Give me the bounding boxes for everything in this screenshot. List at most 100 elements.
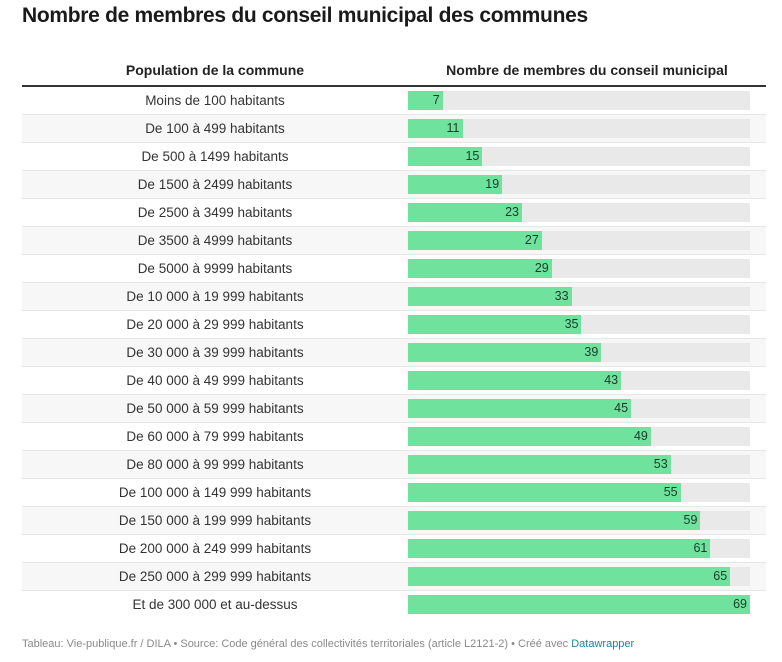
bar-track: 7 — [408, 91, 750, 110]
bar-cell: 43 — [408, 367, 766, 394]
bar-cell: 29 — [408, 255, 766, 282]
bar-cell: 11 — [408, 115, 766, 142]
bar-value-label: 15 — [465, 149, 480, 163]
bar: 27 — [408, 231, 542, 250]
bar-cell: 65 — [408, 563, 766, 590]
table-row: De 30 000 à 39 999 habitants 39 — [22, 339, 766, 367]
bar-track: 65 — [408, 567, 750, 586]
bar: 35 — [408, 315, 582, 334]
table-row: De 100 000 à 149 999 habitants 55 — [22, 479, 766, 507]
bar-cell: 55 — [408, 479, 766, 506]
table-row: De 200 000 à 249 999 habitants 61 — [22, 535, 766, 563]
category-label: De 2500 à 3499 habitants — [137, 205, 293, 220]
footer-credits: Tableau: Vie-publique.fr / DILA • Source… — [22, 638, 572, 650]
table-row: De 150 000 à 199 999 habitants 59 — [22, 507, 766, 535]
bar-value-label: 65 — [713, 569, 728, 583]
bar: 65 — [408, 567, 731, 586]
bar: 39 — [408, 343, 602, 362]
bar-cell: 61 — [408, 535, 766, 562]
bar-track: 23 — [408, 203, 750, 222]
bar: 23 — [408, 203, 522, 222]
bar-cell: 7 — [408, 87, 766, 114]
bar-cell: 45 — [408, 395, 766, 422]
table-row: Et de 300 000 et au-dessus 69 — [22, 591, 766, 618]
category-label: De 200 000 à 249 999 habitants — [118, 541, 312, 556]
table-row: De 500 à 1499 habitants 15 — [22, 143, 766, 171]
bar-cell: 27 — [408, 227, 766, 254]
bar: 15 — [408, 147, 483, 166]
table-row: De 2500 à 3499 habitants 23 — [22, 199, 766, 227]
bar-value-label: 35 — [564, 317, 579, 331]
bar-cell: 69 — [408, 591, 766, 618]
bar-track: 53 — [408, 455, 750, 474]
column-header-population[interactable]: Population de la commune — [125, 61, 305, 78]
bar-track: 27 — [408, 231, 750, 250]
bar-track: 19 — [408, 175, 750, 194]
bar-track: 59 — [408, 511, 750, 530]
category-label: De 150 000 à 199 999 habitants — [118, 513, 312, 528]
bar-value-label: 55 — [663, 485, 678, 499]
bar-value-label: 59 — [683, 513, 698, 527]
bar-track: 49 — [408, 427, 750, 446]
bar-value-label: 33 — [554, 289, 569, 303]
bar: 11 — [408, 119, 463, 138]
bar: 19 — [408, 175, 503, 194]
footer: Tableau: Vie-publique.fr / DILA • Source… — [22, 638, 634, 650]
bar: 53 — [408, 455, 671, 474]
category-label: De 20 000 à 29 999 habitants — [126, 317, 304, 332]
bar: 45 — [408, 399, 632, 418]
table-row: De 10 000 à 19 999 habitants 33 — [22, 283, 766, 311]
bar-track: 29 — [408, 259, 750, 278]
bar: 7 — [408, 91, 443, 110]
bar-value-label: 7 — [432, 93, 440, 107]
data-table: Population de la commune Nombre de membr… — [22, 54, 766, 618]
bar-track: 45 — [408, 399, 750, 418]
category-label: De 30 000 à 39 999 habitants — [126, 345, 304, 360]
table-row: De 5000 à 9999 habitants 29 — [22, 255, 766, 283]
bar-value-label: 19 — [485, 177, 500, 191]
bar-value-label: 27 — [524, 233, 539, 247]
category-label: De 1500 à 2499 habitants — [137, 177, 293, 192]
bar-cell: 19 — [408, 171, 766, 198]
category-label: Et de 300 000 et au-dessus — [132, 597, 298, 612]
table-row: Moins de 100 habitants 7 — [22, 87, 766, 115]
bar-track: 61 — [408, 539, 750, 558]
category-label: De 40 000 à 49 999 habitants — [126, 373, 304, 388]
bar-cell: 35 — [408, 311, 766, 338]
bar: 49 — [408, 427, 651, 446]
bar-track: 39 — [408, 343, 750, 362]
bar-value-label: 39 — [584, 345, 599, 359]
bar-track: 11 — [408, 119, 750, 138]
category-label: Moins de 100 habitants — [145, 93, 285, 108]
category-label: De 10 000 à 19 999 habitants — [126, 289, 304, 304]
bar-track: 35 — [408, 315, 750, 334]
table-row: De 40 000 à 49 999 habitants 43 — [22, 367, 766, 395]
bar-cell: 33 — [408, 283, 766, 310]
table-row: De 1500 à 2499 habitants 19 — [22, 171, 766, 199]
table-row: De 50 000 à 59 999 habitants 45 — [22, 395, 766, 423]
category-label: De 80 000 à 99 999 habitants — [126, 457, 304, 472]
bar-value-label: 43 — [604, 373, 619, 387]
datawrapper-link[interactable]: Datawrapper — [571, 638, 635, 650]
bar-value-label: 11 — [446, 121, 460, 135]
bar: 59 — [408, 511, 701, 530]
category-label: De 3500 à 4999 habitants — [137, 233, 293, 248]
bar: 55 — [408, 483, 681, 502]
bar-cell: 39 — [408, 339, 766, 366]
table-row: De 80 000 à 99 999 habitants 53 — [22, 451, 766, 479]
bar-cell: 49 — [408, 423, 766, 450]
table-row: De 100 à 499 habitants 11 — [22, 115, 766, 143]
table-row: De 3500 à 4999 habitants 27 — [22, 227, 766, 255]
column-header-members[interactable]: Nombre de membres du conseil municipal — [446, 61, 728, 78]
bar-value-label: 61 — [693, 541, 708, 555]
bar: 29 — [408, 259, 552, 278]
category-label: De 60 000 à 79 999 habitants — [126, 429, 304, 444]
bar-track: 55 — [408, 483, 750, 502]
category-label: De 100 à 499 habitants — [145, 121, 285, 136]
bar-track: 33 — [408, 287, 750, 306]
table-body: Moins de 100 habitants 7 De 100 à 499 habi… — [22, 87, 766, 618]
category-label: De 500 à 1499 habitants — [141, 149, 289, 164]
bar-value-label: 45 — [614, 401, 629, 415]
bar-cell: 53 — [408, 451, 766, 478]
bar: 33 — [408, 287, 572, 306]
